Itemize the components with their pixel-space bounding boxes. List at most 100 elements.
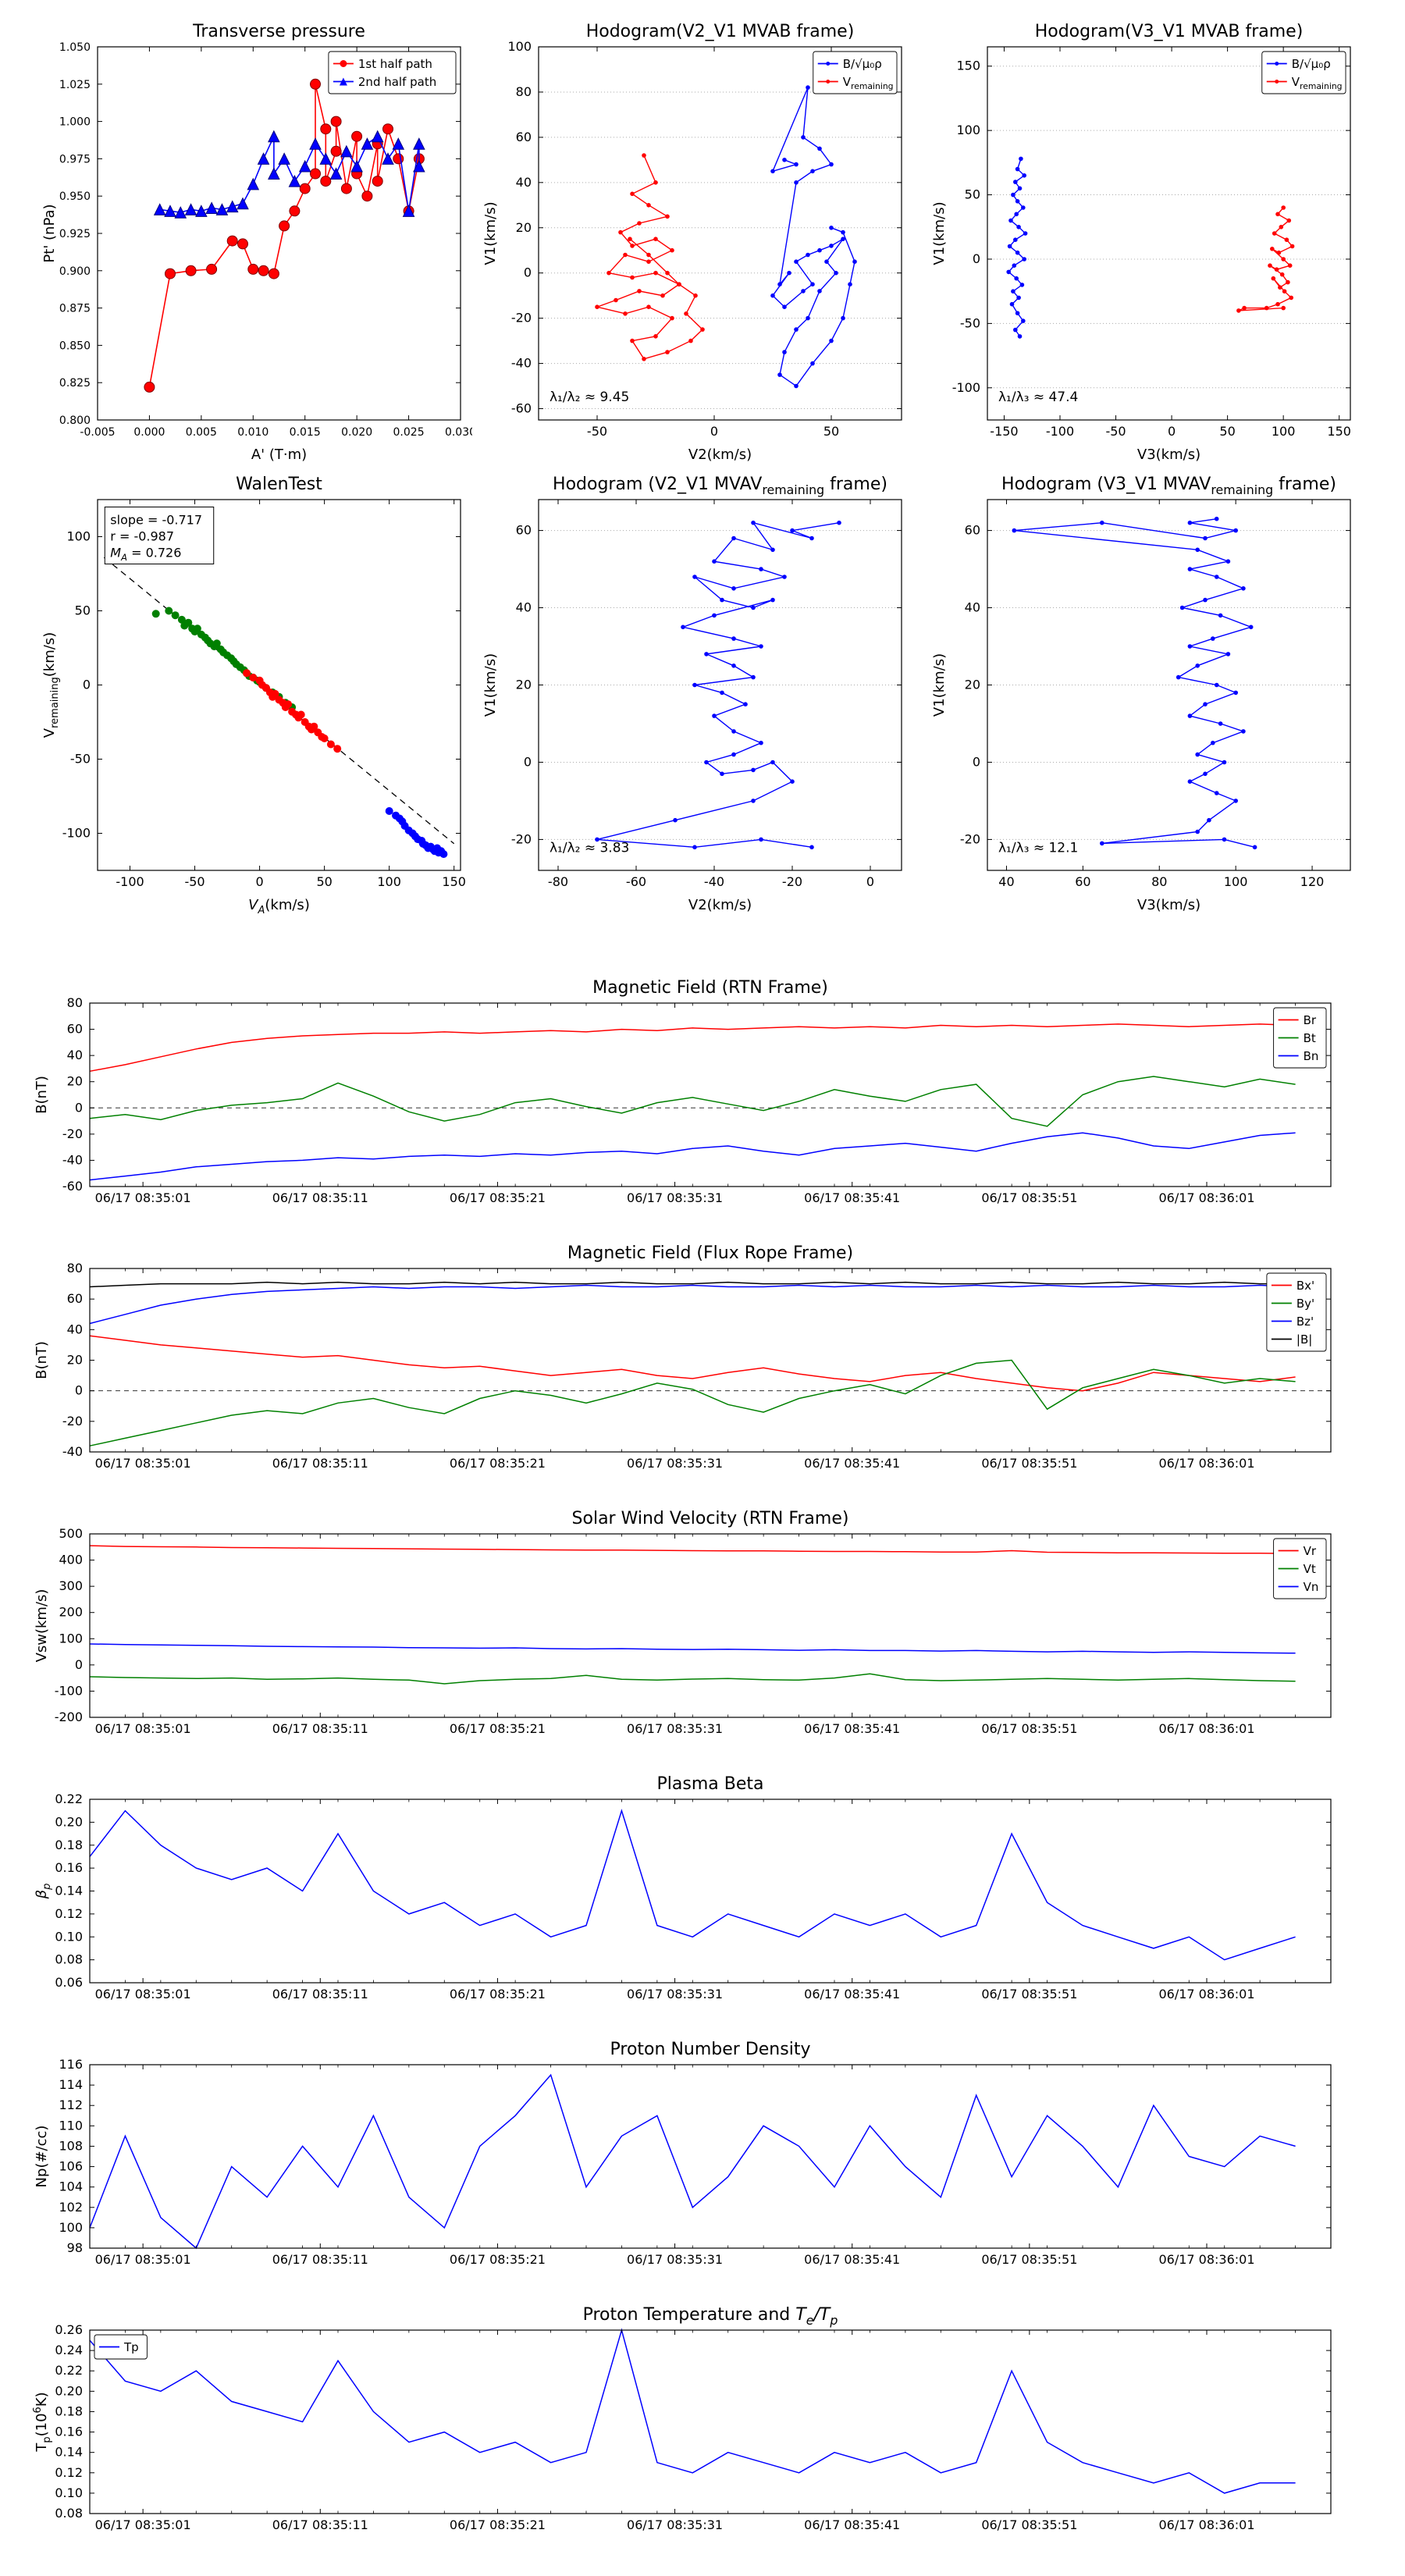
marker [660,293,665,298]
axes-frame [89,2329,1332,2514]
y-tick-label: 0 [75,1657,83,1672]
marker [1281,257,1286,262]
y-tick-label: 116 [59,2057,83,2072]
marker [310,78,321,90]
y-axis-label: V1(km/s) [931,653,948,717]
axes-frame [89,1002,1332,1187]
marker [751,767,756,773]
y-tick-label: 100 [507,39,532,54]
y-axis-label: V1(km/s) [482,201,499,265]
marker [1225,652,1231,656]
x-tick-label: 06/17 08:35:11 [272,1190,368,1205]
y-tick-label: 0.900 [59,265,91,278]
x-tick-label: 0.025 [393,426,425,439]
x-tick-label: 0.020 [341,426,372,439]
y-tick-label: -20 [62,1126,83,1141]
marker [1214,791,1219,795]
chart-hodogram-v2v1-mvab: -50 0 50 -60 -40 -20 0 20 40 60 80 100 Hodogram(V2_V… [476,16,913,468]
y-tick-label: 0 [973,754,980,769]
x-tick-label: -100 [1046,424,1074,439]
y-tick-label: 0.875 [59,303,91,315]
marker [320,734,329,742]
marker [829,162,834,167]
marker [630,338,635,343]
marker [720,597,724,603]
legend-label: By' [1297,1297,1314,1311]
y-tick-label: 60 [67,1022,83,1037]
axes-frame [89,2064,1332,2249]
marker [670,247,674,253]
y-tick-label: -20 [960,831,980,846]
marker [193,624,201,633]
plasma-beta-plot: 06/17 08:35:01 06/17 08:35:11 06/17 08:35:… [34,1774,1332,2001]
y-tick-label: -200 [55,1710,83,1724]
legend-label: |B| [1297,1332,1312,1347]
marker [704,652,709,656]
marker [646,203,651,208]
marker [787,270,791,276]
magnetic-field-fluxrope-plot: 06/17 08:35:01 06/17 08:35:11 06/17 08:35:… [34,1244,1332,1471]
marker [693,293,698,298]
x-tick-label: -150 [990,424,1018,439]
series-Np [89,2073,1296,2250]
marker [278,152,290,165]
walen-test-plot: -100 -50 0 50 100 150 -100 -50 0 50 100 WalenTest VA… [41,475,466,916]
marker [413,137,425,150]
axes-frame [89,1799,1332,1984]
legend-marker [826,80,831,84]
marker [1195,664,1200,668]
x-tick-label: 06/17 08:35:01 [95,1721,191,1736]
x-tick-label: 100 [1272,424,1296,439]
marker [329,167,343,180]
annotation: λ₁/λ₃ ≈ 12.1 [998,840,1078,856]
x-tick-label: 06/17 08:35:31 [627,1456,723,1471]
marker [1268,263,1272,269]
marker [646,252,651,258]
marker [770,169,775,174]
marker [361,190,373,202]
marker [614,297,618,303]
marker [1187,567,1193,571]
y-axis-label: V1(km/s) [482,653,499,717]
y-tick-label: 100 [66,529,91,544]
x-tick-label: 06/17 08:35:31 [627,1721,723,1736]
x-tick-label: 06/17 08:35:01 [95,1190,191,1205]
marker [1248,624,1254,630]
x-tick-label: 0.005 [186,426,217,439]
marker [692,575,697,579]
marker [595,304,599,310]
marker [1289,244,1295,249]
y-axis-label: Vsw(km/s) [34,1589,50,1663]
marker [382,152,394,165]
x-tick-label: -50 [184,874,205,889]
marker [743,702,748,706]
marker [393,153,404,165]
marker [810,361,815,366]
marker [413,159,425,173]
marker [777,372,782,377]
x-tick-label: 06/17 08:35:11 [272,1721,368,1736]
marker [770,293,775,298]
marker [271,689,279,698]
marker [1100,841,1104,846]
marker [268,167,280,180]
x-tick-label: 100 [1224,874,1248,889]
marker [606,270,611,276]
y-axis-label: βp [34,1884,53,1900]
marker [829,226,834,230]
y-tick-label: 100 [956,123,980,137]
marker [1233,690,1238,696]
marker [1014,276,1019,281]
marker [653,180,658,185]
legend-label: Tp [123,2340,139,2354]
chart-proton-temperature: 06/17 08:35:01 06/17 08:35:11 06/17 08:35:… [23,2303,1350,2537]
marker [206,263,218,275]
marker [1271,276,1276,281]
marker [801,289,806,294]
marker [237,238,248,250]
marker [382,123,393,135]
marker [1019,283,1025,287]
y-tick-label: 0.10 [55,2485,83,2500]
marker [751,674,756,680]
y-tick-label: -20 [62,1414,83,1429]
